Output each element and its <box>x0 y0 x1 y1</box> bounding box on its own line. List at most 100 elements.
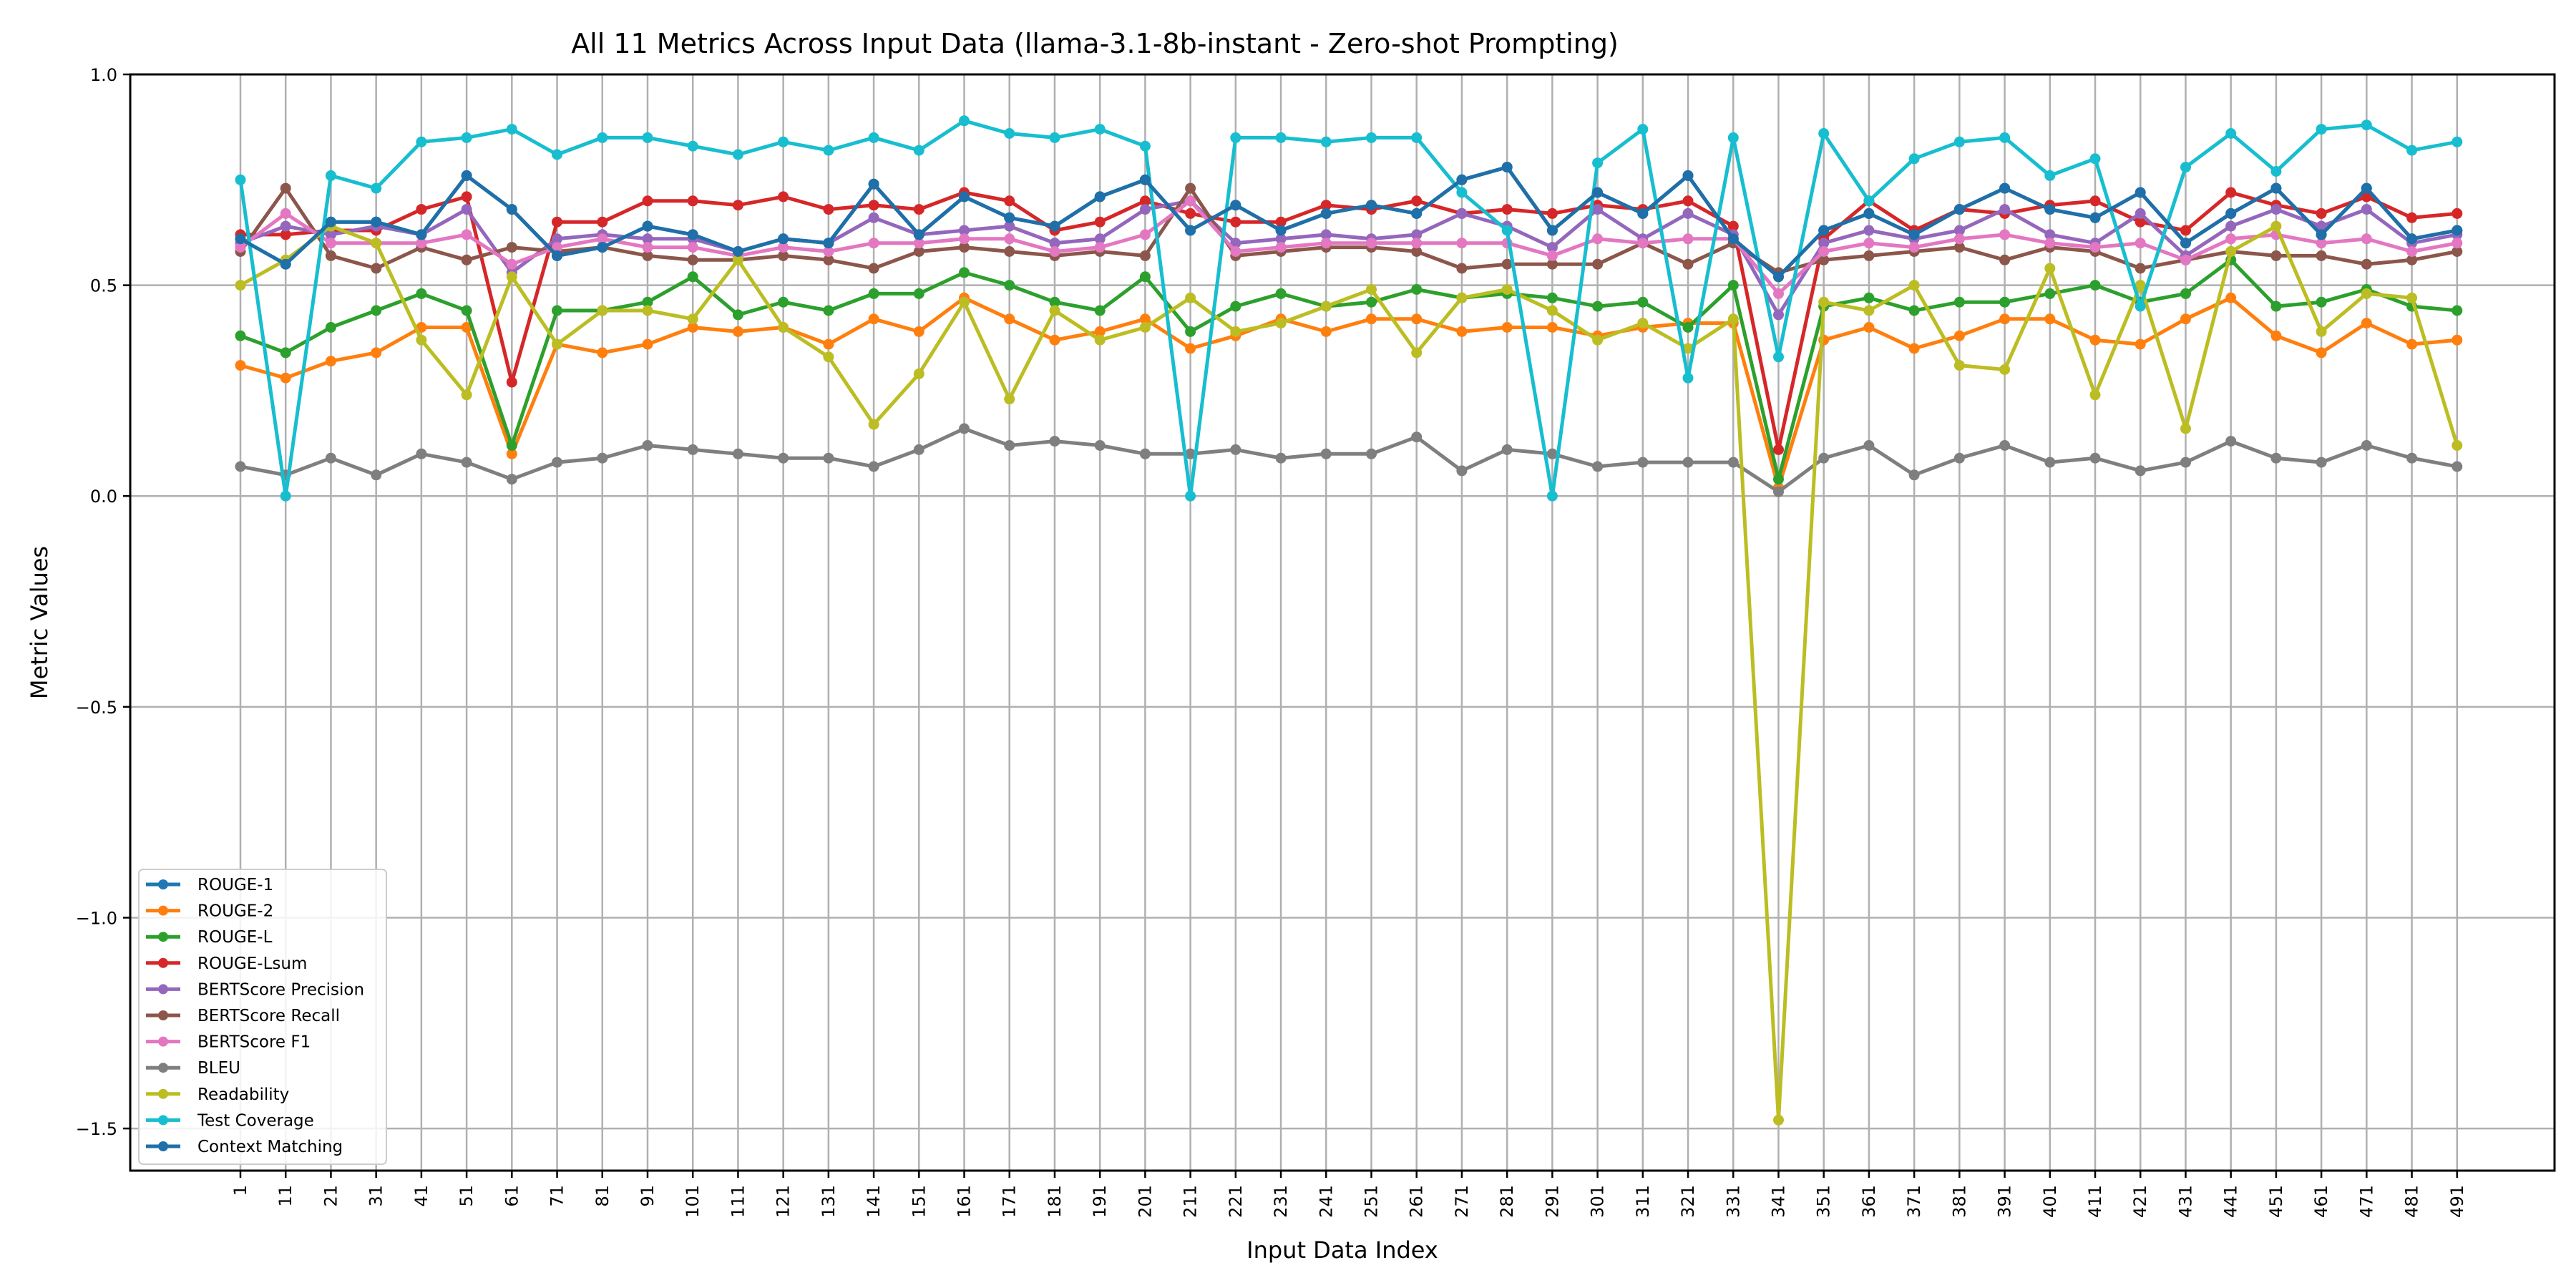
x-tick-label: 81 <box>592 1185 613 1207</box>
data-point <box>1320 136 1332 147</box>
data-point <box>1456 292 1468 303</box>
data-point <box>2451 136 2463 147</box>
data-point <box>823 305 834 316</box>
data-point <box>1230 246 1241 257</box>
data-point <box>416 204 427 215</box>
data-point <box>1230 326 1241 337</box>
data-point <box>2270 182 2282 194</box>
data-point <box>2089 389 2101 401</box>
x-tick-label: 91 <box>638 1185 658 1207</box>
x-tick-label: 1 <box>230 1185 250 1196</box>
data-point <box>2135 263 2146 274</box>
data-point <box>1366 200 1377 211</box>
data-point <box>1004 440 1015 451</box>
data-point <box>1366 296 1377 308</box>
series-bertscore-precision <box>235 195 2463 321</box>
data-point <box>235 330 246 341</box>
data-point <box>1546 292 1558 303</box>
data-point <box>1953 296 1965 308</box>
data-point <box>1637 124 1649 135</box>
data-point <box>959 423 970 434</box>
data-point <box>868 419 879 430</box>
data-point <box>1456 238 1468 249</box>
data-point <box>1999 182 2011 194</box>
y-axis-label: Metric Values <box>26 546 53 699</box>
data-point <box>913 204 924 215</box>
x-tick-label: 261 <box>1407 1185 1427 1218</box>
x-tick-label: 411 <box>2085 1185 2105 1218</box>
data-point <box>913 444 924 455</box>
series-line-bertscore-precision <box>240 199 2458 317</box>
data-point <box>1049 238 1060 249</box>
data-point <box>1773 486 1784 497</box>
data-point <box>687 242 698 253</box>
data-point <box>552 338 562 350</box>
data-point <box>1592 157 1604 169</box>
data-point <box>2044 204 2056 215</box>
data-point <box>461 204 472 215</box>
series-line-bertscore-f1 <box>239 199 2458 296</box>
data-point <box>2135 238 2146 249</box>
data-point <box>1592 461 1604 472</box>
data-point <box>371 305 382 316</box>
data-point <box>461 322 472 333</box>
data-point <box>1004 280 1015 291</box>
x-tick-label: 371 <box>1904 1185 1924 1218</box>
x-tick-label: 211 <box>1181 1185 1201 1218</box>
data-point <box>1592 258 1604 270</box>
data-point <box>280 229 291 240</box>
data-point <box>2361 119 2372 131</box>
data-point <box>552 457 562 468</box>
data-point <box>2316 457 2327 468</box>
x-tick-label: 421 <box>2130 1185 2150 1218</box>
x-tick-label: 481 <box>2402 1185 2422 1218</box>
data-point <box>1411 208 1423 219</box>
data-point <box>235 174 246 185</box>
data-point <box>1592 301 1604 312</box>
series-line-context-matching <box>239 165 2458 279</box>
data-point <box>1230 216 1241 228</box>
data-point <box>778 322 789 333</box>
data-point <box>1094 305 1106 316</box>
data-point <box>597 233 608 245</box>
data-point <box>2044 288 2056 299</box>
data-point <box>1501 225 1513 236</box>
series-line-rouge-lsum <box>240 190 2458 452</box>
series-line-rouge-2 <box>240 296 2458 489</box>
data-point <box>1908 343 1920 354</box>
data-point <box>1818 452 1830 464</box>
legend-item: BERTScore F1 <box>146 1033 311 1052</box>
data-point <box>1230 132 1241 143</box>
data-point <box>325 322 336 333</box>
data-point <box>1004 233 1015 245</box>
data-point <box>2361 440 2372 451</box>
data-point <box>687 271 698 283</box>
data-point <box>2406 338 2418 350</box>
data-point <box>2406 233 2418 245</box>
x-tick-label: 351 <box>1814 1185 1834 1218</box>
data-point <box>2406 254 2418 265</box>
data-point <box>2361 233 2372 245</box>
data-point <box>2316 220 2327 232</box>
data-point <box>868 288 879 299</box>
data-point <box>506 440 517 451</box>
data-point <box>1139 313 1151 325</box>
data-point <box>868 178 879 190</box>
x-tick-label: 311 <box>1633 1185 1653 1218</box>
data-point <box>1999 364 2011 375</box>
data-point <box>823 246 834 257</box>
data-point <box>1049 220 1060 232</box>
x-tick-label: 161 <box>955 1185 975 1218</box>
data-point <box>2180 288 2191 299</box>
data-point <box>1953 225 1965 236</box>
data-point <box>2361 258 2372 270</box>
data-point <box>2316 326 2327 337</box>
data-point <box>1320 238 1332 249</box>
data-point <box>597 242 608 253</box>
data-point <box>2451 305 2463 316</box>
y-axis: 1.0 0.5 0.0 −0.5 −1.0 −1.5 <box>76 65 130 1139</box>
data-point <box>1275 216 1287 228</box>
data-point <box>280 347 291 358</box>
legend-label: BERTScore Precision <box>197 980 364 999</box>
y-tick-label: −0.5 <box>76 698 117 718</box>
